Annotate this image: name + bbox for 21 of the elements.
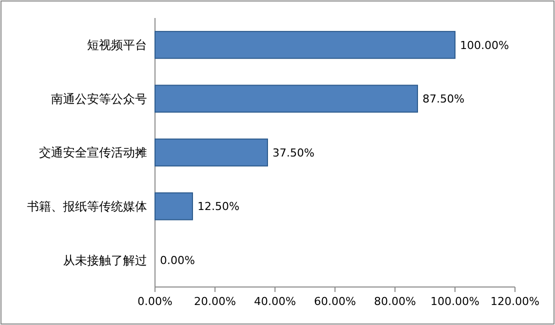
bar — [154, 192, 193, 220]
bar — [154, 138, 268, 166]
x-tick-label: 100.00% — [430, 295, 480, 308]
data-label: 37.50% — [272, 146, 314, 160]
data-label: 100.00% — [460, 38, 509, 52]
x-tick-label: 120.00% — [490, 295, 540, 308]
x-tick-label: 40.00% — [254, 295, 296, 308]
data-label: 12.50% — [198, 200, 240, 214]
y-tick-label: 短视频平台 — [87, 38, 147, 52]
y-tick-label: 从未接触了解过 — [63, 253, 147, 268]
y-tick-label: 书籍、报纸等传统媒体 — [27, 200, 147, 214]
x-tick-label: 20.00% — [194, 295, 236, 308]
bar — [154, 84, 418, 113]
data-label: 87.50% — [422, 92, 464, 106]
bar — [154, 30, 456, 59]
x-tick-label: 60.00% — [314, 295, 356, 308]
x-tick-label: 80.00% — [374, 295, 416, 308]
data-label: 0.00% — [160, 254, 195, 267]
x-tick-label: 0.00% — [138, 295, 172, 308]
y-tick-label: 南通公安等公众号 — [51, 92, 147, 106]
y-tick-label: 交通安全宣传活动摊 — [39, 146, 147, 160]
